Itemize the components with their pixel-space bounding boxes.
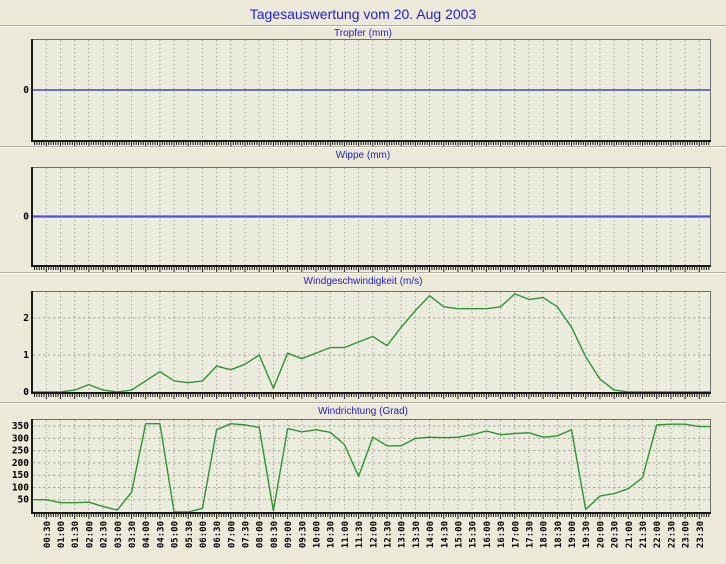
- svg-text:01:00: 01:00: [57, 521, 67, 548]
- svg-text:08:00: 08:00: [256, 521, 266, 548]
- svg-text:14:30: 14:30: [440, 521, 450, 548]
- svg-text:18:30: 18:30: [554, 521, 564, 548]
- svg-text:12:30: 12:30: [383, 521, 393, 548]
- chart-title-tropfer: Tropfer (mm): [334, 28, 392, 39]
- svg-text:02:30: 02:30: [100, 521, 110, 548]
- svg-text:17:30: 17:30: [525, 521, 535, 548]
- svg-text:14:00: 14:00: [426, 521, 436, 548]
- svg-text:01:30: 01:30: [71, 521, 81, 548]
- svg-text:07:30: 07:30: [242, 521, 252, 548]
- svg-text:23:30: 23:30: [696, 521, 706, 548]
- svg-text:20:30: 20:30: [611, 521, 621, 548]
- svg-text:23:00: 23:00: [682, 521, 692, 548]
- divider: [0, 146, 726, 148]
- svg-text:09:00: 09:00: [284, 521, 294, 548]
- svg-text:09:30: 09:30: [298, 521, 308, 548]
- svg-text:05:00: 05:00: [171, 521, 181, 548]
- svg-text:350: 350: [12, 421, 29, 432]
- chart-panel-tropfer: Tropfer (mm) 0: [0, 27, 726, 146]
- svg-text:18:00: 18:00: [540, 521, 550, 548]
- chart-title-wippe: Wippe (mm): [335, 150, 391, 161]
- svg-text:12:00: 12:00: [369, 521, 379, 548]
- svg-text:13:00: 13:00: [398, 521, 408, 548]
- svg-text:19:00: 19:00: [568, 521, 578, 548]
- svg-text:21:00: 21:00: [625, 521, 635, 548]
- chart-panel-windrichtung: Windrichtung (Grad) 50 100 150 200 250 300 350…: [0, 405, 726, 564]
- tropfer-chart-canvas: 0: [23, 39, 711, 146]
- svg-text:0: 0: [23, 387, 29, 398]
- chart-title-windrichtung: Windrichtung (Grad): [317, 406, 409, 417]
- svg-text:11:30: 11:30: [355, 521, 365, 548]
- svg-text:15:00: 15:00: [454, 521, 464, 548]
- svg-text:04:30: 04:30: [156, 521, 166, 548]
- svg-text:13:30: 13:30: [412, 521, 422, 548]
- svg-text:05:30: 05:30: [185, 521, 195, 548]
- page-title: Tagesauswertung vom 20. Aug 2003: [249, 6, 477, 22]
- divider: [0, 25, 726, 27]
- svg-text:10:30: 10:30: [327, 521, 337, 548]
- svg-text:150: 150: [12, 470, 29, 481]
- svg-text:03:30: 03:30: [128, 521, 138, 548]
- divider: [0, 402, 726, 404]
- svg-text:200: 200: [12, 458, 29, 469]
- svg-text:1: 1: [23, 350, 29, 361]
- svg-text:20:00: 20:00: [596, 521, 606, 548]
- wippe-chart-canvas: 0: [23, 167, 711, 272]
- svg-text:22:30: 22:30: [667, 521, 677, 548]
- svg-text:07:00: 07:00: [227, 521, 237, 548]
- svg-text:0: 0: [23, 212, 29, 223]
- svg-text:22:00: 22:00: [653, 521, 663, 548]
- svg-text:250: 250: [12, 446, 29, 457]
- svg-text:06:30: 06:30: [213, 521, 223, 548]
- svg-text:03:00: 03:00: [114, 521, 124, 548]
- svg-text:04:00: 04:00: [142, 521, 152, 548]
- chart-panel-wippe: Wippe (mm) 0: [0, 149, 726, 272]
- chart-title-windgeschwindigkeit: Windgeschwindigkeit (m/s): [303, 276, 423, 287]
- svg-text:50: 50: [18, 495, 30, 506]
- svg-text:11:00: 11:00: [341, 521, 351, 548]
- divider: [0, 272, 726, 274]
- svg-text:17:00: 17:00: [511, 521, 521, 548]
- svg-text:10:00: 10:00: [313, 521, 323, 548]
- svg-text:16:00: 16:00: [483, 521, 493, 548]
- svg-text:100: 100: [12, 482, 29, 493]
- svg-text:15:30: 15:30: [469, 521, 479, 548]
- svg-text:300: 300: [12, 433, 29, 444]
- svg-text:2: 2: [23, 313, 29, 324]
- svg-text:21:30: 21:30: [639, 521, 649, 548]
- svg-text:0: 0: [23, 85, 29, 96]
- svg-text:19:30: 19:30: [582, 521, 592, 548]
- svg-text:02:00: 02:00: [85, 521, 95, 548]
- chart-panel-windgeschwindigkeit: Windgeschwindigkeit (m/s) 0 1 2: [0, 275, 726, 402]
- svg-text:06:00: 06:00: [199, 521, 209, 548]
- svg-text:00:30: 00:30: [43, 521, 53, 548]
- windgeschwindigkeit-chart-canvas: 0 1 2: [23, 291, 711, 399]
- svg-text:16:30: 16:30: [497, 521, 507, 548]
- svg-text:08:30: 08:30: [270, 521, 280, 548]
